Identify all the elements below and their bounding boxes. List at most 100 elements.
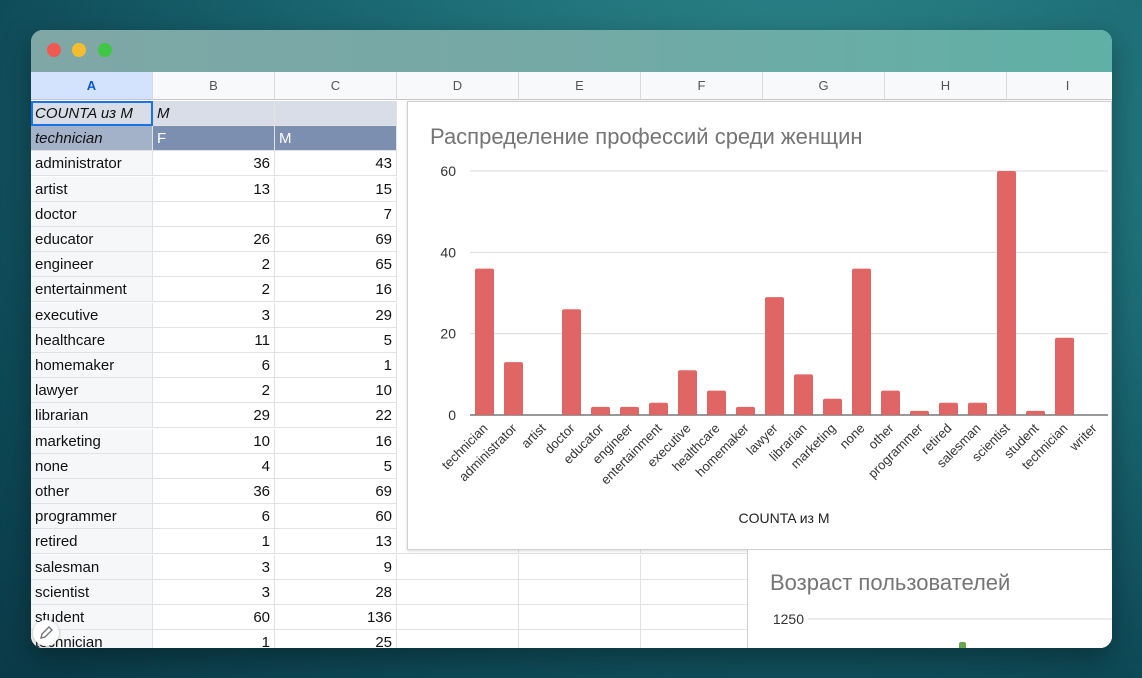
- row-label-cell[interactable]: engineer: [31, 252, 153, 278]
- value-cell[interactable]: 60: [275, 504, 397, 530]
- bar-administrator: [504, 362, 523, 415]
- value-cell[interactable]: 43: [275, 151, 397, 177]
- row-label-cell[interactable]: educator: [31, 227, 153, 252]
- column-header-h[interactable]: H: [885, 72, 1007, 100]
- value-cell[interactable]: 29: [275, 302, 397, 328]
- value-cell[interactable]: 60: [153, 605, 275, 630]
- value-cell[interactable]: 6: [153, 504, 275, 530]
- value-cell[interactable]: 3: [153, 579, 275, 605]
- row-label-cell[interactable]: other: [31, 479, 153, 504]
- bar-none: [852, 268, 871, 415]
- value-cell[interactable]: 9: [275, 554, 397, 580]
- value-cell[interactable]: 15: [275, 176, 397, 202]
- edit-pencil-button[interactable]: [33, 620, 59, 646]
- minimize-window-button[interactable]: [72, 43, 86, 57]
- value-cell[interactable]: 25: [275, 630, 397, 648]
- value-cell[interactable]: 16: [275, 277, 397, 303]
- row-label-cell[interactable]: none: [31, 453, 153, 479]
- pivot-header-cell[interactable]: COUNTA из M: [31, 101, 153, 126]
- value-cell[interactable]: 10: [275, 378, 397, 404]
- row-label-cell[interactable]: administrator: [31, 151, 153, 177]
- value-cell[interactable]: 26: [153, 227, 275, 252]
- value-cell[interactable]: 16: [275, 428, 397, 454]
- value-cell[interactable]: 1: [153, 630, 275, 648]
- row-label-cell[interactable]: salesman: [31, 554, 153, 580]
- zoom-window-button[interactable]: [98, 43, 112, 57]
- value-cell[interactable]: 36: [153, 151, 275, 177]
- column-header-g[interactable]: G: [763, 72, 885, 100]
- row-label-cell[interactable]: lawyer: [31, 378, 153, 404]
- pivot-header-cell[interactable]: M: [153, 101, 275, 126]
- row-label-cell[interactable]: librarian: [31, 403, 153, 429]
- row-label-cell[interactable]: healthcare: [31, 327, 153, 353]
- row-label-cell[interactable]: executive: [31, 302, 153, 328]
- value-cell[interactable]: 2: [153, 252, 275, 278]
- empty-cell[interactable]: [397, 630, 519, 648]
- close-window-button[interactable]: [47, 43, 61, 57]
- empty-cell[interactable]: [519, 579, 641, 605]
- column-header-a[interactable]: A: [31, 72, 153, 100]
- y-tick-label: 1250: [773, 611, 804, 627]
- value-cell[interactable]: 29: [153, 403, 275, 429]
- value-cell[interactable]: 36: [153, 479, 275, 504]
- value-cell[interactable]: 11: [153, 327, 275, 353]
- profession-chart[interactable]: Распределение профессий среди женщин 0 20…: [407, 101, 1112, 550]
- column-header-e[interactable]: E: [519, 72, 641, 100]
- value-cell[interactable]: 2: [153, 378, 275, 404]
- value-cell[interactable]: 69: [275, 479, 397, 504]
- bar-technician: [475, 268, 494, 415]
- empty-cell[interactable]: [519, 605, 641, 630]
- value-cell[interactable]: 13: [275, 529, 397, 555]
- row-label-cell[interactable]: doctor: [31, 201, 153, 227]
- empty-cell[interactable]: [397, 605, 519, 630]
- row-label-cell[interactable]: programmer: [31, 504, 153, 530]
- value-cell[interactable]: 6: [153, 353, 275, 378]
- value-cell[interactable]: [153, 201, 275, 227]
- bar-executive: [678, 370, 697, 415]
- pivot-header-cell[interactable]: [275, 101, 397, 126]
- empty-cell[interactable]: [641, 605, 763, 630]
- value-cell[interactable]: 10: [153, 428, 275, 454]
- value-cell[interactable]: 28: [275, 579, 397, 605]
- column-header-f[interactable]: F: [641, 72, 763, 100]
- value-cell[interactable]: 2: [153, 277, 275, 303]
- value-cell[interactable]: 7: [275, 201, 397, 227]
- value-cell[interactable]: 5: [275, 453, 397, 479]
- row-label-cell[interactable]: scientist: [31, 579, 153, 605]
- column-header-d[interactable]: D: [397, 72, 519, 100]
- y-tick-label: 0: [448, 407, 456, 423]
- value-cell[interactable]: 3: [153, 302, 275, 328]
- value-cell[interactable]: 1: [153, 529, 275, 555]
- row-label-cell[interactable]: marketing: [31, 428, 153, 454]
- pivot-subheader-cell[interactable]: technician: [31, 126, 153, 152]
- value-cell[interactable]: 5: [275, 327, 397, 353]
- pivot-subheader-cell[interactable]: F: [153, 126, 275, 152]
- empty-cell[interactable]: [519, 630, 641, 648]
- empty-cell[interactable]: [641, 630, 763, 648]
- row-label-cell[interactable]: artist: [31, 176, 153, 202]
- empty-cell[interactable]: [641, 579, 763, 605]
- age-chart[interactable]: Возраст пользователей 1250: [747, 550, 1112, 648]
- column-header-i[interactable]: I: [1007, 72, 1112, 100]
- empty-cell[interactable]: [397, 579, 519, 605]
- bar-marketing: [823, 398, 842, 415]
- value-cell[interactable]: 4: [153, 453, 275, 479]
- value-cell[interactable]: 3: [153, 554, 275, 580]
- row-label-cell[interactable]: entertainment: [31, 277, 153, 303]
- value-cell[interactable]: 1: [275, 353, 397, 378]
- value-cell[interactable]: 13: [153, 176, 275, 202]
- empty-cell[interactable]: [641, 554, 763, 580]
- value-cell[interactable]: 136: [275, 605, 397, 630]
- row-label-cell[interactable]: retired: [31, 529, 153, 555]
- x-axis-label: COUNTA из M: [739, 510, 830, 526]
- value-cell[interactable]: 22: [275, 403, 397, 429]
- pivot-subheader-cell[interactable]: M: [275, 126, 397, 152]
- empty-cell[interactable]: [519, 554, 641, 580]
- column-header-b[interactable]: B: [153, 72, 275, 100]
- empty-cell[interactable]: [397, 554, 519, 580]
- value-cell[interactable]: 65: [275, 252, 397, 278]
- value-cell[interactable]: 69: [275, 227, 397, 252]
- column-header-c[interactable]: C: [275, 72, 397, 100]
- row-label-cell[interactable]: homemaker: [31, 353, 153, 378]
